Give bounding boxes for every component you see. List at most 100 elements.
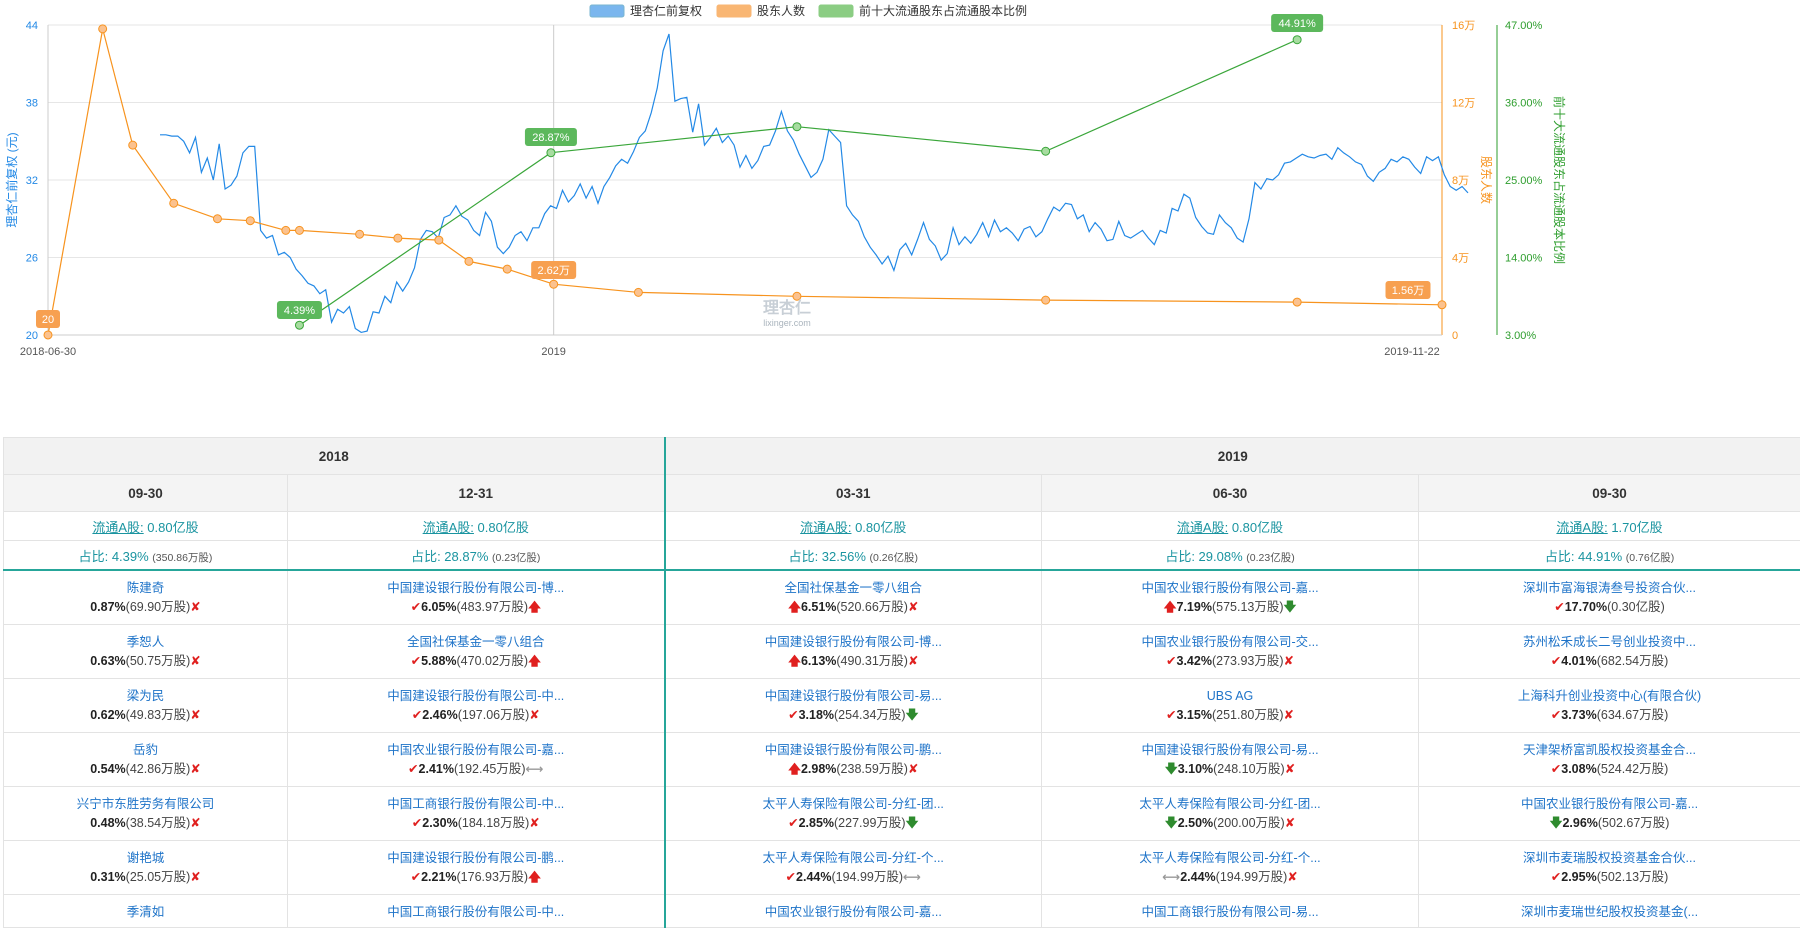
holders-point [44,331,52,339]
check-new-icon: ✔ [1551,870,1561,884]
holder-name-link[interactable]: 季清如 [4,901,287,920]
holder-name-link[interactable]: 深圳市富海银涛叁号投资合伙... [1419,579,1800,598]
holder-cell: 中国建设银行股份有限公司-易...🡇3.10%(248.10万股)✘ [1042,733,1419,787]
ratio-cell: 占比: 44.91% (0.76亿股) [1419,541,1800,571]
holder-name-link[interactable]: 岳豹 [4,741,287,760]
holding-percent: 2.96% [1562,816,1597,830]
float-shares-cell: 流通A股: 1.70亿股 [1419,512,1800,541]
holder-name-link[interactable]: 中国工商银行股份有限公司-中... [288,901,664,920]
holder-name-link[interactable]: 太平人寿保险有限公司-分红-团... [666,795,1042,814]
holder-name-link[interactable]: UBS AG [1042,687,1418,706]
holder-name-link[interactable]: 中国建设银行股份有限公司-博... [288,579,664,598]
holder-name-link[interactable]: 中国建设银行股份有限公司-易... [666,687,1042,706]
holder-cell: 深圳市麦瑞股权投资基金合伙...✔2.95%(502.13万股) [1419,841,1800,895]
holder-name-link[interactable]: 陈建奇 [4,579,287,598]
holding-percent: 0.31% [90,870,125,884]
holder-name-link[interactable]: 中国建设银行股份有限公司-博... [666,633,1042,652]
holding-percent: 3.08% [1561,762,1596,776]
holding-percent: 0.62% [90,708,125,722]
holder-cell: 苏州松禾成长二号创业投资中...✔4.01%(682.54万股) [1419,625,1800,679]
arrow-down-icon: 🡇 [1550,816,1563,830]
holder-name-link[interactable]: 中国建设银行股份有限公司-鹏... [288,849,664,868]
date-header[interactable]: 03-31 [665,475,1042,512]
holders-point [1042,296,1050,304]
float-shares-cell: 流通A股: 0.80亿股 [1042,512,1419,541]
holding-percent: 7.19% [1177,600,1212,614]
holding-percent: 2.95% [1561,870,1596,884]
holding-shares: (197.06万股) [458,708,530,722]
holder-name-link[interactable]: 苏州松禾成长二号创业投资中... [1419,633,1800,652]
arrow-down-icon: 🡇 [1284,600,1297,614]
y-right2-tick-label: 25.00% [1505,175,1543,187]
holding-percent: 0.54% [90,762,125,776]
y-right-tick-label: 16万 [1452,20,1475,32]
holder-name-link[interactable]: 中国建设银行股份有限公司-鹏... [666,741,1042,760]
holder-name-link[interactable]: 中国建设银行股份有限公司-易... [1042,741,1418,760]
ratio-cell: 占比: 32.56% (0.26亿股) [665,541,1042,571]
date-header[interactable]: 06-30 [1042,475,1419,512]
ratio-point [1293,36,1301,44]
holding-percent: 2.44% [796,870,831,884]
float-shares-label[interactable]: 流通A股: [800,520,851,535]
holder-name-link[interactable]: 太平人寿保险有限公司-分红-团... [1042,795,1418,814]
holder-name-link[interactable]: 太平人寿保险有限公司-分红-个... [666,849,1042,868]
holder-name-link[interactable]: 中国农业银行股份有限公司-嘉... [1419,795,1800,814]
holding-percent: 3.10% [1178,762,1213,776]
y-right2-tick-label: 36.00% [1505,98,1543,110]
holder-name-link[interactable]: 中国建设银行股份有限公司-中... [288,687,664,706]
holder-name-link[interactable]: 天津架桥富凯股权投资基金合... [1419,741,1800,760]
date-header[interactable]: 12-31 [288,475,665,512]
float-shares-label[interactable]: 流通A股: [423,520,474,535]
holding-shares: (254.34万股) [834,708,906,722]
holder-name-link[interactable]: 全国社保基金一零八组合 [288,633,664,652]
holder-name-link[interactable]: 中国农业银行股份有限公司-嘉... [1042,579,1418,598]
date-header[interactable]: 09-30 [1419,475,1800,512]
holder-name-link[interactable]: 中国农业银行股份有限公司-交... [1042,633,1418,652]
ratio-detail: (0.76亿股) [1626,552,1674,564]
holder-name-link[interactable]: 上海科升创业投资中心(有限合伙) [1419,687,1800,706]
holders-point [435,236,443,244]
holder-name-link[interactable]: 季恕人 [4,633,287,652]
holder-name-link[interactable]: 中国农业银行股份有限公司-嘉... [666,901,1042,920]
date-header[interactable]: 09-30 [4,475,288,512]
horizontal-arrows-icon: ⟷ [903,870,921,884]
holders-annotation: 2.62万 [537,265,569,277]
check-new-icon: ✔ [1554,600,1564,614]
legend-swatch [819,5,853,17]
holder-name-link[interactable]: 深圳市麦瑞世纪股权投资基金(... [1419,901,1800,920]
holder-name-link[interactable]: 中国农业银行股份有限公司-嘉... [288,741,664,760]
holders-point [1438,301,1446,309]
holding-percent: 2.50% [1178,816,1213,830]
ratio-point [295,321,303,329]
cross-icon: ✘ [529,816,539,830]
holder-cell: 太平人寿保险有限公司-分红-个...⟷2.44%(194.99万股)✘ [1042,841,1419,895]
ratio-value: 占比: 32.56% [789,549,870,564]
holder-name-link[interactable]: 太平人寿保险有限公司-分红-个... [1042,849,1418,868]
holder-name-link[interactable]: 梁为民 [4,687,287,706]
holding-percent: 6.05% [421,600,456,614]
holder-name-link[interactable]: 全国社保基金一零八组合 [666,579,1042,598]
holder-cell: 中国农业银行股份有限公司-嘉...🡇2.96%(502.67万股) [1419,787,1800,841]
holder-name-link[interactable]: 中国工商银行股份有限公司-易... [1042,901,1418,920]
cross-icon: ✘ [908,600,918,614]
arrow-down-icon: 🡇 [1165,816,1178,830]
ratio-detail: (0.26亿股) [870,552,918,564]
float-shares-label[interactable]: 流通A股: [1177,520,1228,535]
holder-name-link[interactable]: 中国工商银行股份有限公司-中... [288,795,664,814]
float-shares-label[interactable]: 流通A股: [92,520,143,535]
holding-shares: (248.10万股) [1213,762,1285,776]
holder-name-link[interactable]: 谢艳城 [4,849,287,868]
top-holders-table: 2018 2019 09-30 12-31 03-31 06-30 09-30 … [3,437,1800,928]
holder-name-link[interactable]: 兴宁市东胜劳务有限公司 [4,795,287,814]
check-new-icon: ✔ [411,600,421,614]
holder-cell: 中国建设银行股份有限公司-鹏...✔2.21%(176.93万股)🡅 [288,841,665,895]
arrow-up-icon: 🡅 [528,600,541,614]
holder-cell: 中国农业银行股份有限公司-交...✔3.42%(273.93万股)✘ [1042,625,1419,679]
holder-name-link[interactable]: 深圳市麦瑞股权投资基金合伙... [1419,849,1800,868]
ratio-detail: (0.23亿股) [1246,552,1294,564]
float-shares-label[interactable]: 流通A股: [1556,520,1607,535]
